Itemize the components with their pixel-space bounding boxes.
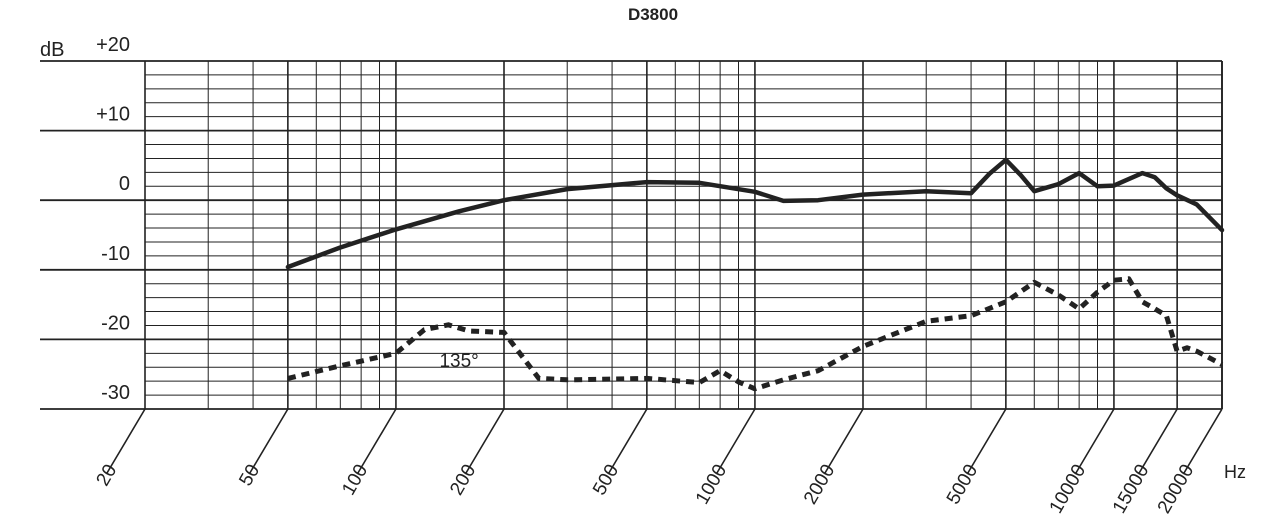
chart-grid — [40, 60, 1223, 410]
annotation-label: 135° — [439, 351, 478, 372]
x-tick-label: 50 — [235, 461, 264, 490]
x-tick-label: 500 — [589, 461, 623, 499]
x-tick-label: 5000 — [943, 461, 982, 508]
x-tick-label: 10000 — [1046, 461, 1091, 517]
y-axis-label: dB — [40, 39, 64, 61]
x-tick-mark — [824, 408, 864, 474]
x-axis-label: Hz — [1224, 462, 1246, 482]
y-tick-label: +10 — [96, 104, 130, 126]
x-tick-mark — [967, 408, 1007, 474]
x-tick-label: 100 — [338, 461, 372, 499]
x-tick-mark — [716, 408, 756, 474]
y-tick-label: 0 — [119, 173, 130, 195]
y-tick-label: +20 — [96, 34, 130, 56]
x-tick-mark — [249, 408, 289, 474]
x-tick-label: 20 — [93, 461, 122, 490]
y-tick-labels: +20 +10 0 -10 -20 -30 — [96, 34, 130, 404]
annotation-layer: 135° — [439, 351, 478, 372]
y-tick-label: -20 — [101, 312, 130, 334]
x-tick-mark — [357, 408, 397, 474]
x-tick-mark — [1138, 408, 1178, 474]
x-tick-labels: 20 50 100 200 500 1000 2000 5000 10000 15000 20000 — [93, 408, 1223, 517]
x-tick-label: 200 — [446, 461, 480, 499]
x-tick-label: 20000 — [1154, 461, 1199, 517]
x-tick-label: 2000 — [800, 461, 839, 508]
x-tick-mark — [465, 408, 505, 474]
x-tick-mark — [106, 408, 146, 474]
x-tick-label: 15000 — [1109, 461, 1154, 517]
series-layer — [285, 157, 1225, 392]
x-tick-mark — [1183, 408, 1223, 474]
chart-title: D3800 — [628, 5, 678, 24]
series-on-axis-line — [285, 157, 1225, 270]
x-tick-mark — [1075, 408, 1115, 474]
x-tick-mark — [608, 408, 648, 474]
series-135-deg-line — [287, 276, 1224, 392]
y-tick-label: -30 — [101, 382, 130, 404]
x-tick-label: 1000 — [692, 461, 731, 508]
y-tick-label: -10 — [101, 243, 130, 265]
